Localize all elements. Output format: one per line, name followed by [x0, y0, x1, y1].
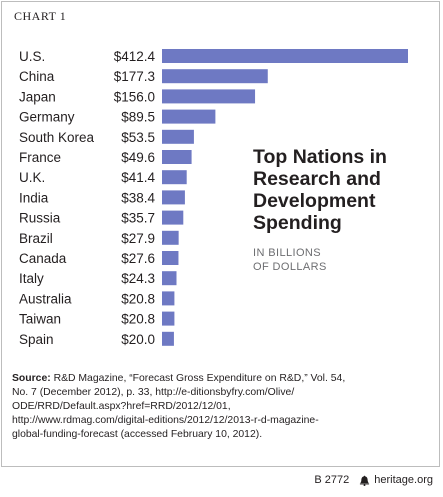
value-label: $49.6 [121, 150, 155, 165]
category-label: China [19, 69, 55, 84]
category-label: Italy [19, 271, 44, 286]
source-text: R&D Magazine, “Forecast Gross Expenditur… [12, 373, 346, 440]
title-block: Top Nations in Research and Development … [253, 146, 433, 274]
chart-title: Top Nations in Research and Development … [253, 146, 387, 234]
category-label: Germany [19, 110, 75, 125]
value-label: $89.5 [121, 110, 155, 125]
value-label: $20.0 [121, 332, 155, 347]
bar [162, 291, 175, 306]
bar [162, 150, 192, 164]
bar [162, 230, 179, 245]
source-label: Source: [12, 373, 51, 384]
chart-subtitle: IN BILLIONS OF DOLLARS [253, 247, 327, 273]
source-note: Source: R&D Magazine, “Forecast Gross Ex… [12, 372, 432, 442]
bar [162, 210, 184, 225]
value-label: $24.3 [121, 271, 155, 286]
value-label: $35.7 [121, 211, 155, 226]
value-label: $156.0 [114, 89, 155, 104]
bar [162, 49, 408, 63]
value-label: $41.4 [121, 170, 155, 185]
category-label: Russia [19, 211, 61, 226]
value-label: $38.4 [121, 190, 155, 205]
bar [162, 109, 216, 124]
bar-chart: U.S. $412.4 China $177.3 Japan $156.0 Germany $… [19, 49, 408, 347]
category-label: South Korea [19, 130, 95, 145]
chart-label: CHART 1 [14, 9, 67, 23]
category-label: Canada [19, 251, 67, 266]
value-label: $20.8 [121, 312, 155, 327]
category-label: U.K. [19, 170, 45, 185]
bar [162, 331, 174, 346]
value-label: $177.3 [114, 69, 155, 84]
liberty-bell-icon [360, 474, 370, 486]
chart-frame: CHART 1 [1, 1, 440, 467]
category-label: Taiwan [19, 312, 61, 327]
report-code: B 2772 [314, 474, 350, 486]
category-label: Brazil [19, 231, 53, 246]
category-label: Spain [19, 332, 54, 347]
footer: B 2772 heritage.org [314, 474, 433, 486]
value-label: $27.9 [121, 231, 155, 246]
site-link[interactable]: heritage.org [374, 474, 433, 486]
bar [162, 190, 185, 205]
bar [162, 69, 268, 84]
bar [162, 170, 187, 185]
category-label: Australia [19, 291, 72, 306]
bar [162, 271, 177, 286]
value-label: $412.4 [114, 49, 156, 64]
value-label: $53.5 [121, 130, 155, 145]
category-label: India [19, 190, 49, 205]
value-label: $27.6 [121, 251, 155, 266]
category-label: France [19, 150, 61, 165]
bar [162, 251, 179, 265]
category-label: U.S. [19, 49, 45, 64]
value-label: $20.8 [121, 291, 155, 306]
bar [162, 89, 256, 104]
bar [162, 129, 194, 144]
category-label: Japan [19, 89, 56, 104]
bar [162, 311, 175, 326]
